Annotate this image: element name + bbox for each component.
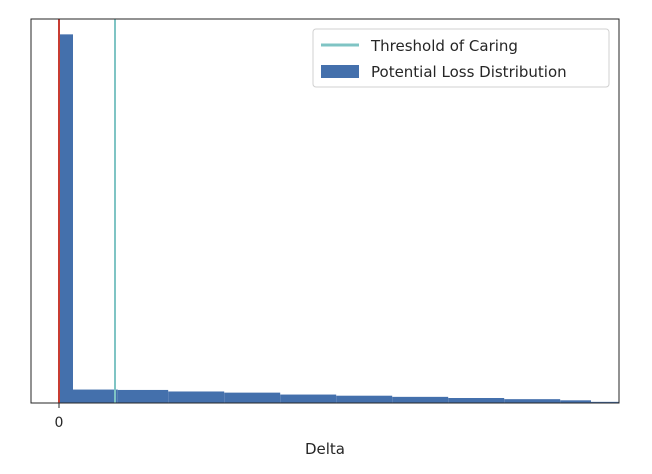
reference-lines (58, 19, 116, 403)
histogram-bar (591, 401, 619, 403)
histogram-bar (336, 395, 393, 403)
histogram-bars (59, 34, 619, 404)
legend-label: Threshold of Caring (370, 37, 518, 55)
x-tick-label: 0 (55, 415, 64, 431)
histogram-bar (560, 400, 591, 403)
histogram-bar (280, 394, 337, 403)
histogram-bar (168, 391, 225, 403)
histogram-bar (73, 389, 118, 403)
histogram-bar (504, 399, 561, 403)
legend-box (312, 28, 610, 88)
legend: Threshold of Caring Potential Loss Distri… (312, 28, 610, 88)
legend-patch-swatch (321, 65, 359, 78)
histogram-bar (224, 392, 281, 403)
plot-frame (30, 18, 620, 404)
x-ticks: 0 (55, 403, 64, 431)
x-axis-label: Delta (305, 440, 345, 458)
histogram-bar (392, 396, 449, 403)
histogram-bar (59, 34, 73, 404)
histogram-bar (117, 389, 169, 403)
histogram-bar (448, 398, 505, 403)
legend-label: Potential Loss Distribution (371, 63, 567, 81)
